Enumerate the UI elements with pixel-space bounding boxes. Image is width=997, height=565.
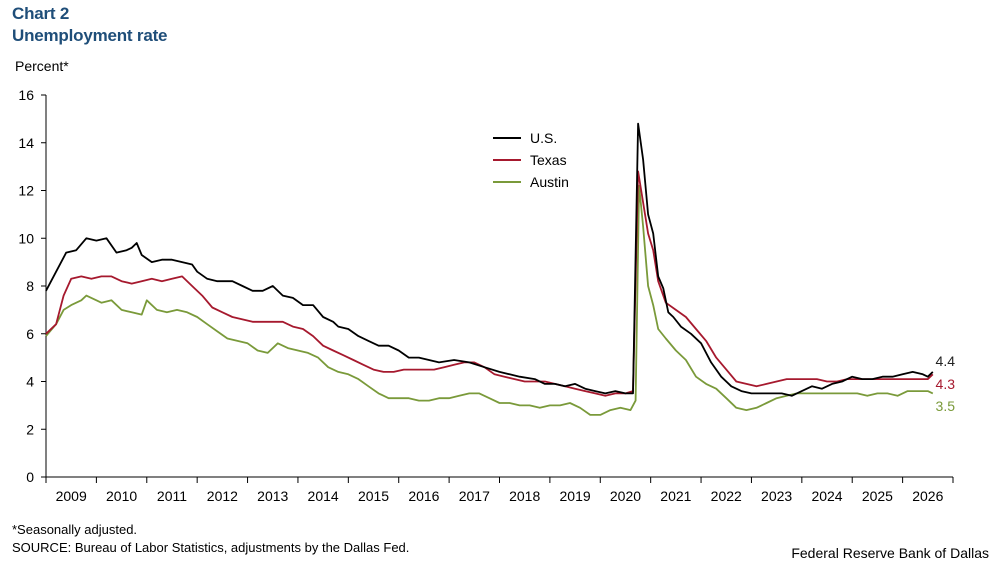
x-tick-label: 2018 [509, 488, 540, 504]
series-line-texas [45, 170, 934, 397]
legend-label: U.S. [530, 130, 557, 146]
x-tick-label: 2026 [912, 488, 943, 504]
x-tick-label: 2009 [56, 488, 87, 504]
credit: Federal Reserve Bank of Dallas [791, 545, 989, 561]
series-lines [45, 122, 934, 416]
chart-number: Chart 2 [12, 4, 70, 23]
end-labels: 4.4 4.3 3.5 [936, 353, 956, 414]
series-line-austin [45, 184, 934, 416]
legend-label: Texas [530, 152, 567, 168]
x-tick-label: 2013 [257, 488, 288, 504]
x-tick-label: 2020 [610, 488, 641, 504]
legend-label: Austin [530, 174, 569, 190]
y-tick-label: 12 [18, 183, 34, 199]
x-tick-label: 2022 [711, 488, 742, 504]
footnote: *Seasonally adjusted. [12, 522, 138, 537]
end-label: 4.4 [936, 353, 956, 369]
x-tick-label: 2011 [157, 488, 187, 504]
x-tick-label: 2021 [660, 488, 691, 504]
x-tick-label: 2023 [761, 488, 792, 504]
legend: U.S. Texas Austin [493, 130, 569, 190]
x-tick-label: 2014 [308, 488, 339, 504]
y-tick-label: 6 [26, 326, 34, 342]
y-tick-label: 2 [26, 421, 34, 437]
y-tick-label: 0 [26, 469, 34, 485]
x-tick-label: 2024 [811, 488, 842, 504]
x-tick-label: 2012 [207, 488, 238, 504]
series-line-us [45, 122, 934, 397]
source-note: SOURCE: Bureau of Labor Statistics, adju… [12, 540, 410, 555]
y-tick-label: 8 [26, 278, 34, 294]
x-tick-label: 2019 [560, 488, 591, 504]
x-tick-label: 2015 [358, 488, 389, 504]
x-tick-label: 2010 [106, 488, 137, 504]
chart-title: Unemployment rate [12, 26, 168, 45]
y-tick-label: 4 [26, 374, 34, 390]
x-tick-label: 2025 [862, 488, 893, 504]
end-label: 4.3 [936, 376, 956, 392]
y-tick-label: 16 [18, 87, 34, 103]
axes: 0 2 4 6 8 10 12 14 16 2009 2010 2011 2012 2013 2014 201… [18, 87, 954, 504]
y-axis-label: Percent* [15, 58, 69, 74]
end-label: 3.5 [936, 398, 956, 414]
y-tick-label: 10 [18, 230, 34, 246]
x-tick-label: 2016 [408, 488, 439, 504]
y-tick-label: 14 [18, 135, 34, 151]
x-tick-label: 2017 [459, 488, 490, 504]
